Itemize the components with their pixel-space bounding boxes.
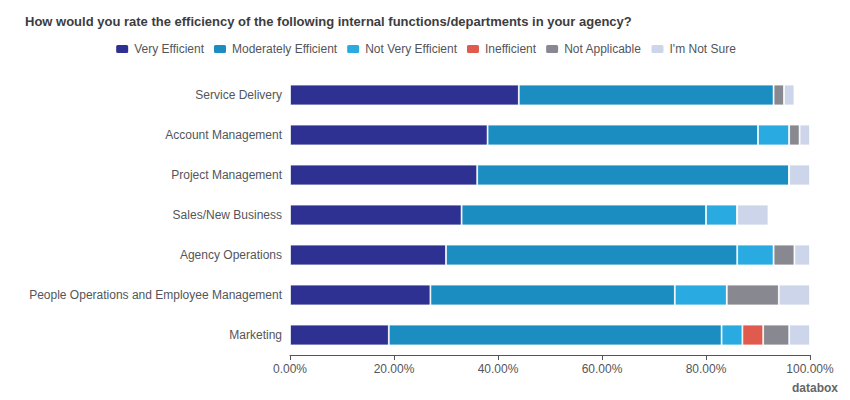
svg-text:Not Applicable: Not Applicable xyxy=(564,42,641,56)
svg-text:Moderately Efficient: Moderately Efficient xyxy=(232,42,338,56)
svg-text:Account Management: Account Management xyxy=(165,128,282,142)
svg-text:40.00%: 40.00% xyxy=(478,362,519,376)
svg-text:Not Very Efficient: Not Very Efficient xyxy=(365,42,457,56)
svg-text:80.00%: 80.00% xyxy=(686,362,727,376)
svg-text:100.00%: 100.00% xyxy=(786,362,834,376)
svg-text:Project Management: Project Management xyxy=(171,168,282,182)
svg-text:databox: databox xyxy=(792,381,838,395)
svg-text:Sales/New Business: Sales/New Business xyxy=(173,208,282,222)
svg-text:How would you rate the efficie: How would you rate the efficiency of the… xyxy=(25,14,632,29)
svg-text:60.00%: 60.00% xyxy=(582,362,623,376)
svg-text:Inefficient: Inefficient xyxy=(485,42,537,56)
svg-text:I'm Not Sure: I'm Not Sure xyxy=(670,42,737,56)
svg-text:0.00%: 0.00% xyxy=(273,362,307,376)
svg-text:Marketing: Marketing xyxy=(229,328,282,342)
svg-text:Service Delivery: Service Delivery xyxy=(195,88,282,102)
svg-text:20.00%: 20.00% xyxy=(374,362,415,376)
svg-text:Agency Operations: Agency Operations xyxy=(180,248,282,262)
svg-text:People Operations and Employee: People Operations and Employee Managemen… xyxy=(29,288,282,302)
svg-text:Very Efficient: Very Efficient xyxy=(134,42,204,56)
